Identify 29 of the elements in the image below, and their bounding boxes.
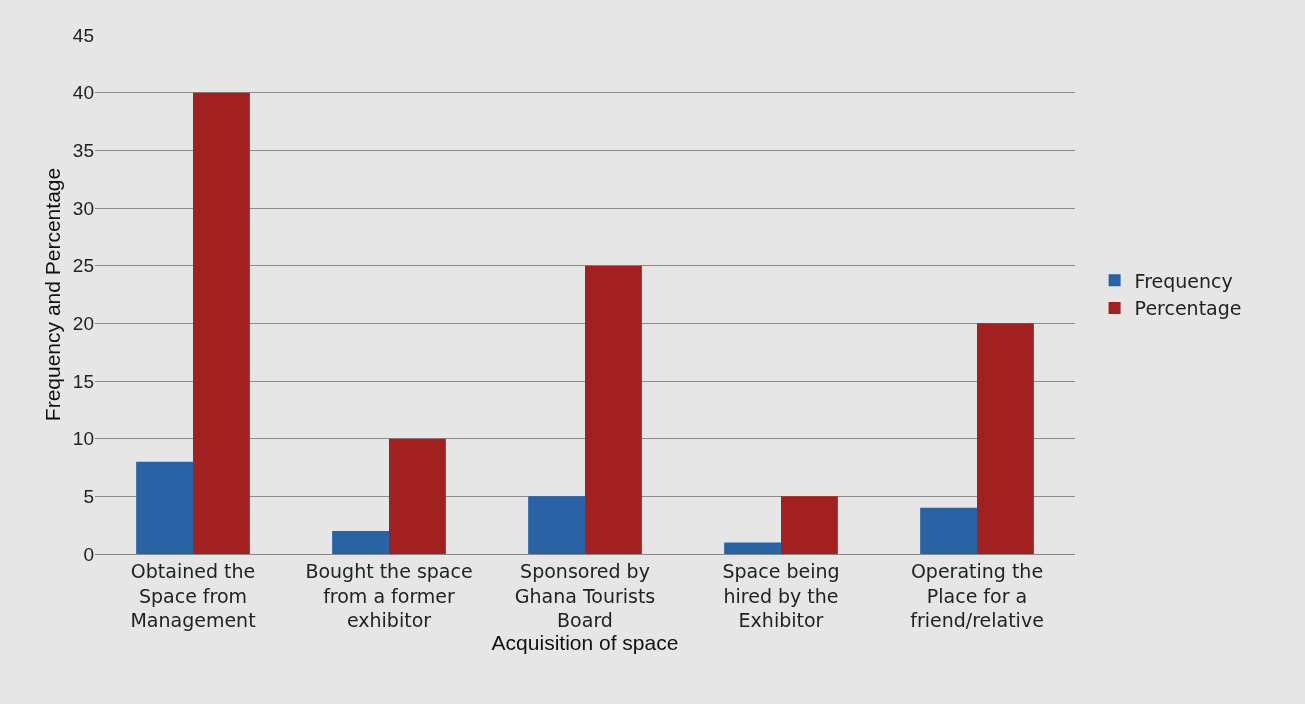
y-tick-label: 25 — [72, 255, 94, 277]
y-tick-label: 30 — [72, 197, 94, 219]
bar — [724, 542, 781, 554]
y-axis-title: Frequency and Percentage — [41, 167, 65, 422]
x-tick-label: Bought the space from a former exhibitor — [305, 559, 473, 632]
bar — [585, 265, 642, 554]
y-tick-label: 20 — [72, 312, 94, 334]
y-tick-label: 0 — [83, 543, 94, 565]
bar — [528, 496, 585, 554]
legend-label: Frequency — [1134, 269, 1233, 292]
bar — [193, 92, 250, 554]
x-tick-label: Sponsored by Ghana Tourists Board — [514, 559, 656, 632]
y-tick-label: 45 — [72, 24, 94, 46]
x-tick-label: Operating the Place for a friend/relative — [910, 559, 1044, 632]
y-tick-label: 35 — [72, 139, 94, 161]
bar — [389, 438, 446, 554]
legend-label: Percentage — [1134, 297, 1242, 320]
x-tick-label: Obtained the Space from Management — [130, 559, 256, 632]
bar — [920, 507, 977, 554]
bar — [977, 323, 1034, 554]
y-tick-label: 10 — [72, 428, 94, 450]
y-tick-label: 40 — [72, 82, 94, 104]
x-tick-label: Space being hired by the Exhibitor — [722, 559, 840, 632]
bar — [781, 496, 838, 554]
y-tick-label: 15 — [72, 370, 94, 392]
x-axis-title: Acquisition of space — [491, 631, 679, 655]
bar — [136, 461, 193, 554]
y-tick-label: 5 — [83, 485, 94, 507]
bar — [332, 530, 389, 554]
